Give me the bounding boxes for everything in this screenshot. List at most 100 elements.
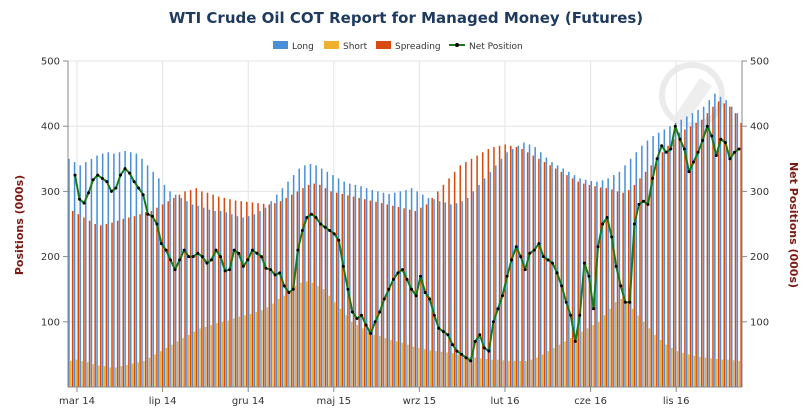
bar-spreading[interactable]	[571, 178, 574, 387]
net-position-point[interactable]	[241, 264, 245, 268]
bar-long[interactable]	[534, 147, 536, 387]
bar-long[interactable]	[96, 155, 98, 387]
bar-spreading[interactable]	[206, 192, 209, 387]
net-position-point[interactable]	[191, 255, 195, 259]
bar-long[interactable]	[180, 197, 183, 387]
bar-short[interactable]	[171, 344, 173, 387]
bar-spreading[interactable]	[459, 165, 462, 387]
net-position-point[interactable]	[410, 287, 413, 291]
bar-long[interactable]	[141, 158, 143, 387]
net-position-point[interactable]	[105, 180, 109, 184]
bar-long[interactable]	[511, 149, 514, 387]
bar-spreading[interactable]	[105, 224, 108, 387]
bar-long[interactable]	[483, 178, 486, 387]
bar-long[interactable]	[270, 201, 272, 387]
bar-long[interactable]	[113, 153, 115, 387]
bar-long[interactable]	[253, 214, 256, 387]
net-position-point[interactable]	[651, 176, 655, 180]
bar-short[interactable]	[98, 365, 100, 387]
net-position-point[interactable]	[541, 255, 545, 259]
bar-short[interactable]	[682, 353, 684, 387]
net-position-point[interactable]	[255, 251, 259, 255]
bar-spreading[interactable]	[246, 201, 248, 387]
bar-long[interactable]	[686, 116, 688, 388]
net-position-point[interactable]	[369, 332, 373, 335]
net-position-point[interactable]	[337, 238, 341, 242]
net-position-point[interactable]	[555, 271, 559, 275]
net-position-point[interactable]	[660, 144, 664, 148]
net-position-point[interactable]	[391, 277, 395, 281]
legend-label-spreading[interactable]: Spreading	[395, 42, 441, 52]
bar-short[interactable]	[238, 316, 241, 387]
bar-short[interactable]	[350, 321, 353, 387]
bar-spreading[interactable]	[554, 168, 557, 387]
net-position-point[interactable]	[669, 147, 673, 151]
bar-spreading[interactable]	[274, 203, 276, 387]
net-position-point[interactable]	[733, 150, 736, 154]
bar-short[interactable]	[547, 351, 550, 387]
bar-short[interactable]	[586, 328, 589, 387]
bar-long[interactable]	[730, 106, 733, 387]
net-position-point[interactable]	[723, 141, 727, 144]
bar-short[interactable]	[227, 320, 229, 388]
bar-short[interactable]	[199, 328, 201, 387]
bar-spreading[interactable]	[229, 199, 231, 387]
bar-spreading[interactable]	[122, 218, 125, 387]
bar-spreading[interactable]	[223, 197, 226, 387]
bar-short[interactable]	[334, 302, 336, 387]
bar-long[interactable]	[562, 168, 564, 387]
net-position-point[interactable]	[587, 274, 591, 278]
bar-short[interactable]	[345, 315, 347, 387]
bar-long[interactable]	[163, 184, 166, 387]
bar-spreading[interactable]	[133, 216, 136, 387]
bar-short[interactable]	[311, 282, 314, 387]
net-position-point[interactable]	[341, 264, 345, 268]
bar-long[interactable]	[607, 178, 609, 387]
bar-short[interactable]	[120, 366, 123, 387]
net-position-point[interactable]	[578, 313, 582, 317]
net-position-point[interactable]	[128, 171, 132, 175]
bar-short[interactable]	[137, 362, 139, 387]
bar-short[interactable]	[575, 334, 578, 387]
bar-short[interactable]	[654, 334, 656, 387]
bar-spreading[interactable]	[627, 190, 630, 387]
bar-short[interactable]	[704, 357, 707, 387]
net-position-point[interactable]	[619, 284, 623, 288]
bar-long[interactable]	[702, 106, 705, 387]
bar-long[interactable]	[545, 157, 548, 388]
bar-short[interactable]	[530, 359, 533, 387]
bar-short[interactable]	[429, 350, 432, 387]
bar-short[interactable]	[356, 325, 359, 387]
bar-long[interactable]	[551, 162, 553, 387]
net-position-point[interactable]	[441, 330, 445, 334]
net-position-point[interactable]	[673, 124, 677, 128]
bar-long[interactable]	[169, 191, 171, 387]
bar-spreading[interactable]	[375, 201, 377, 387]
bar-long[interactable]	[264, 207, 267, 387]
bar-short[interactable]	[148, 357, 151, 387]
bar-long[interactable]	[219, 210, 222, 387]
net-position-point[interactable]	[491, 320, 495, 324]
net-position-point[interactable]	[614, 264, 618, 268]
net-position-point[interactable]	[250, 248, 254, 252]
net-position-point[interactable]	[78, 197, 81, 201]
bar-long[interactable]	[287, 181, 289, 387]
net-position-point[interactable]	[687, 170, 691, 174]
bar-short[interactable]	[598, 321, 600, 387]
net-position-point[interactable]	[719, 137, 723, 141]
bar-long[interactable]	[107, 152, 110, 387]
net-position-point[interactable]	[405, 277, 409, 281]
bar-spreading[interactable]	[549, 165, 551, 387]
bar-short[interactable]	[367, 331, 370, 387]
bar-short[interactable]	[710, 358, 712, 387]
bar-long[interactable]	[736, 113, 739, 387]
bar-spreading[interactable]	[268, 204, 271, 387]
bar-short[interactable]	[519, 360, 521, 387]
net-position-point[interactable]	[332, 232, 336, 236]
bar-spreading[interactable]	[369, 200, 372, 387]
bar-short[interactable]	[665, 344, 667, 387]
bar-long[interactable]	[427, 197, 430, 387]
bar-spreading[interactable]	[448, 178, 450, 387]
bar-short[interactable]	[541, 354, 544, 387]
net-position-point[interactable]	[296, 248, 300, 252]
